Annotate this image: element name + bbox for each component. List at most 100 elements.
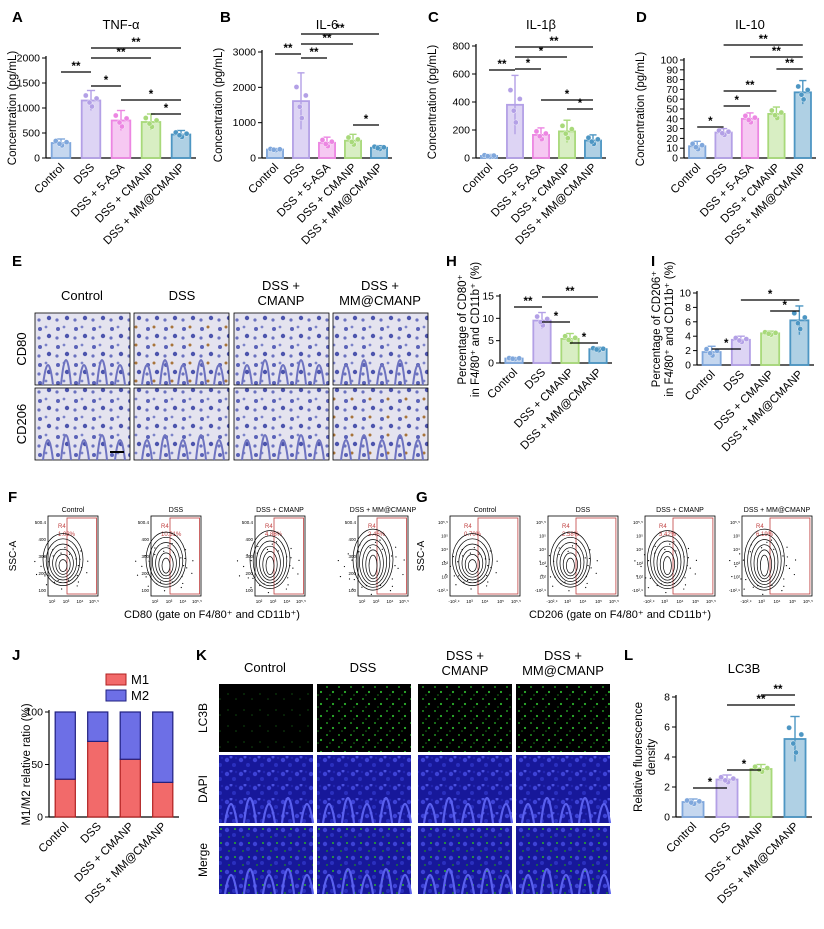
data-point [565,135,571,141]
villus [479,797,495,824]
data-point [277,146,283,153]
bar-m2 [54,711,76,780]
event-dot [749,551,751,553]
panel-letter: F [8,489,17,506]
event-dot [144,555,146,557]
x-tick-label: 10² [49,599,56,604]
villus [441,868,457,895]
event-dot [370,593,372,595]
event-dot [298,559,300,561]
column-label: DSS + [544,648,582,663]
event-dot [391,585,394,587]
x-tick-label: 10⁵.⁵ [609,599,619,604]
event-dot [292,567,294,569]
data-point [743,336,750,342]
sig-mark: * [783,300,788,312]
data-point [544,316,551,322]
data-point [303,92,309,99]
sig-mark: ** [117,47,126,59]
event-dot [656,584,658,587]
x-tick-label: 10³ [758,599,765,604]
y-tick-label: 6 [685,316,691,328]
panel-letter: L [624,647,633,664]
y-tick-label: -10².⁹ [729,588,740,593]
y-tick-label: 500.4 [138,520,150,525]
villus [441,797,457,824]
gate-label: R4 [368,524,376,530]
villus [577,797,593,824]
gate-percent: 6.19% [756,532,774,538]
event-dot [445,573,447,576]
event-dot [490,567,492,569]
category-label: DSS [722,368,747,393]
y-tick-label: 2000 [233,82,257,94]
event-dot [52,555,54,557]
event-dot [452,555,454,558]
event-dot [640,565,642,568]
sig-mark: * [164,103,169,115]
villus [313,364,325,386]
y-axis-label: Percentage of CD206⁺ [651,271,663,388]
event-dot [352,588,354,590]
data-point [752,114,758,121]
plot-title: DSS + CMANP [656,507,704,514]
gate-percent: 10.31% [161,532,182,538]
event-dot [783,578,785,580]
event-dot [343,565,346,568]
event-dot [645,577,647,579]
density-contour [464,554,480,575]
density-contour [265,556,275,575]
y-tick-label: 200 [348,571,356,576]
x-tick-label: 10⁵ [692,599,699,604]
event-dot [394,565,396,567]
sig-mark: ** [774,684,783,696]
y-tick-label: 400 [452,97,470,109]
event-dot [636,575,638,577]
villus [177,439,189,461]
event-dot [745,578,747,581]
event-dot [250,587,252,589]
event-dot [183,565,185,567]
x-tick-label: 10⁵ [789,599,796,604]
y-tick-label: 8 [685,302,691,314]
event-dot [786,556,788,558]
event-dot [182,582,184,585]
villus [340,364,352,386]
gate-label: R4 [756,524,764,530]
data-point [543,130,549,137]
category-label: Control [460,162,495,197]
y-tick-label: 500.4 [242,520,254,525]
sig-mark: ** [566,286,575,298]
villus [261,873,277,895]
chart-title: IL-6 [316,17,338,32]
lc3b-image [219,684,313,752]
plot-title: DSS + MM@CMANP [350,507,417,514]
event-dot [453,575,455,577]
y-tick-label: 10⁴ [636,547,643,552]
y-axis-label: Concentration (pg/mL) [7,51,19,166]
event-dot [79,558,81,560]
event-dot [184,557,186,560]
density-contour [559,547,582,580]
y-tick-label: 500 [22,128,40,140]
villus [280,797,296,824]
villus [195,434,207,461]
x-tick-label: 10⁴ [482,599,489,604]
event-dot [87,560,89,562]
event-dot [77,565,79,567]
gate-box [169,517,200,595]
event-dot [156,583,158,585]
villus [539,868,555,895]
y-tick-label: 10 [666,143,678,155]
density-contour [55,554,71,575]
flow-plot [547,515,619,597]
data-point [688,799,695,806]
density-contour [42,533,84,586]
legend-swatch-m2 [105,689,127,702]
bar [760,332,781,366]
x-tick-label: 10⁵ [595,599,602,604]
villus [397,873,413,895]
data-point [319,137,326,143]
